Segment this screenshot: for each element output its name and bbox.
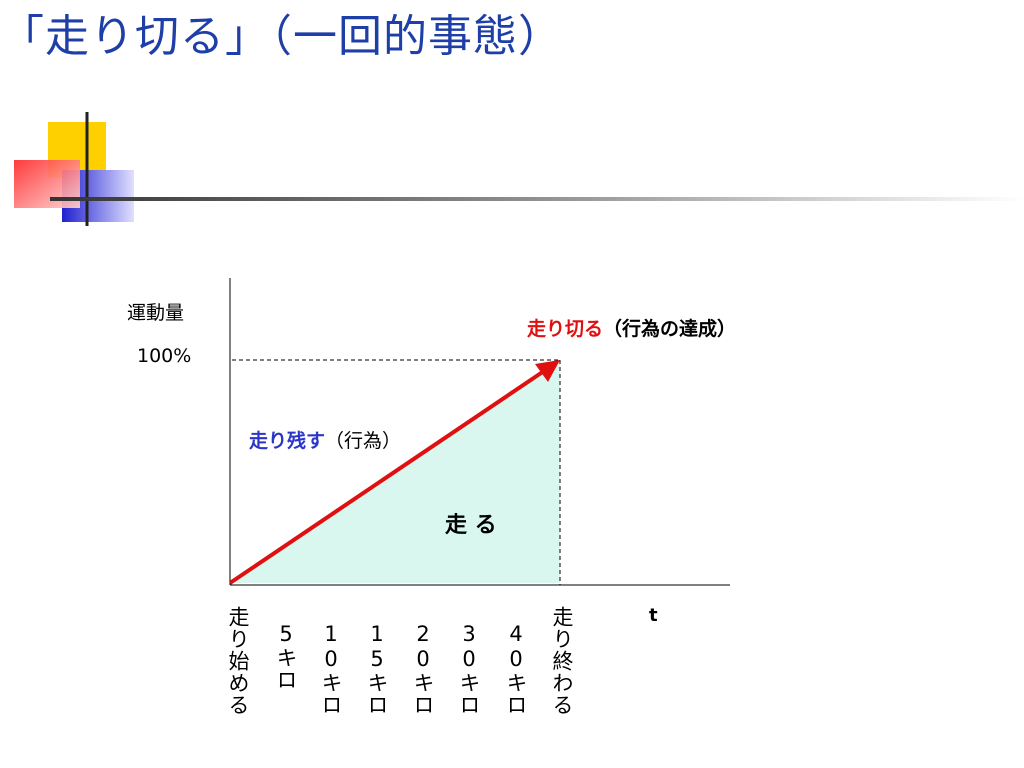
x-tick-end: 走り終わる: [550, 606, 574, 716]
area-label: 走 る: [445, 513, 497, 538]
y-max-label: 100%: [137, 345, 192, 367]
x-tick-15k: 15キロ: [365, 622, 389, 716]
completion-label: 走り切る（行為の達成）: [527, 314, 736, 341]
x-tick-5k: 5キロ: [274, 622, 298, 691]
remain-label-rest: （行為）: [325, 430, 402, 452]
x-tick-start: 走り始める: [226, 606, 250, 716]
x-tick-30k: 30キロ: [457, 622, 481, 716]
x-axis-label: t: [649, 605, 658, 626]
slide-decoration: [14, 112, 1024, 226]
completion-label-rest: （行為の達成）: [603, 318, 737, 340]
remain-label: 走り残す（行為）: [249, 426, 401, 453]
remain-label-emph: 走り残す: [249, 430, 326, 452]
y-axis-label: 運動量: [127, 302, 185, 324]
completion-label-emph: 走り切る: [527, 318, 604, 340]
slide-title: 「走り切る」（一回的事態）: [0, 11, 563, 62]
progress-arrow-line: [228, 367, 549, 585]
title-underline: [50, 197, 1024, 201]
progress-arrow-head: [535, 360, 560, 382]
x-tick-20k: 20キロ: [411, 622, 435, 716]
x-tick-40k: 40キロ: [504, 622, 528, 716]
x-tick-10k: 10キロ: [319, 622, 343, 716]
